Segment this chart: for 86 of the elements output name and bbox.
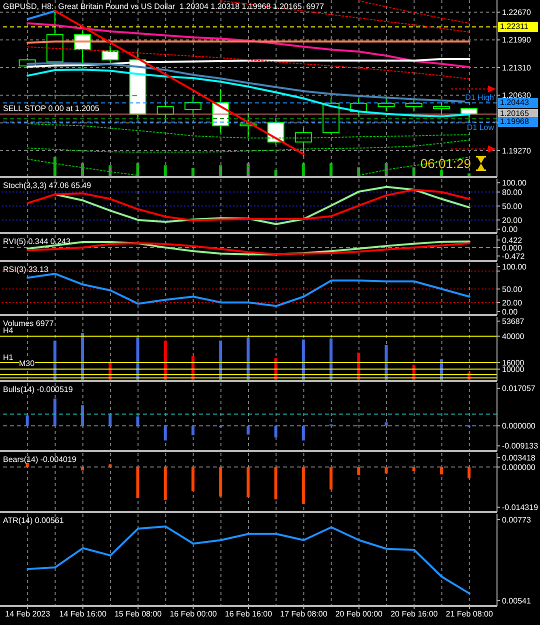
chart-title: GBPUSD, H8: Great Britain Pound vs US Dollar 1.20304 1.20318 1.19968 1.20165 6977 <box>3 2 324 11</box>
chart-title: Bears(14) -0.004019 <box>3 455 76 464</box>
bar <box>136 416 140 426</box>
x-tick-label: 17 Feb 08:00 <box>280 610 328 619</box>
x-tick-label: 15 Feb 08:00 <box>114 610 162 619</box>
ref-line-label: H1 <box>3 352 14 362</box>
y-tick-label: 1.21990 <box>502 36 532 45</box>
line-series <box>26 22 470 68</box>
chart-title: RSI(3) 33.13 <box>3 265 48 274</box>
y-tick-label: 0.000000 <box>502 422 536 431</box>
y-tick-label: 50.00 <box>502 202 523 211</box>
y-tick-label: 20.00 <box>502 298 523 308</box>
ref-line-label: D1 High <box>465 92 494 102</box>
ref-line-label: M30 <box>19 359 35 368</box>
y-tick-label: 0.000000 <box>502 462 536 472</box>
y-tick-label: -0.009133 <box>502 442 539 451</box>
candlestick <box>294 127 312 158</box>
line-series <box>358 0 470 24</box>
y-tick-label: 0.017057 <box>502 384 536 394</box>
x-tick-label: 16 Feb 00:00 <box>170 610 218 619</box>
y-tick-label: 100.00 <box>502 262 528 272</box>
x-tick-label: 21 Feb 08:00 <box>446 610 494 619</box>
bar <box>274 426 278 438</box>
text: 1.20443 <box>498 98 538 108</box>
candlestick <box>184 96 202 115</box>
annotation: 06:01:29 <box>420 156 471 171</box>
y-tick-label: 0.00541 <box>502 596 532 606</box>
y-tick-label: 80.00 <box>502 188 523 197</box>
text: 1.20165 <box>498 109 538 120</box>
y-tick-label: 0.003418 <box>502 453 536 462</box>
y-tick-label: 1.20630 <box>502 91 532 100</box>
line-series <box>26 526 470 594</box>
ref-line-label: D1 Low <box>466 123 494 132</box>
x-tick-label: 16 Feb 16:00 <box>224 610 273 619</box>
chart-title: RVI(5) 0.344 0.243 <box>3 237 70 246</box>
y-tick-label: 0.00 <box>502 225 518 234</box>
bar <box>136 337 140 380</box>
bar <box>53 398 56 426</box>
y-tick-label: 100.00 <box>502 178 528 188</box>
bar <box>164 426 167 440</box>
x-tick-label: 20 Feb 00:00 <box>335 610 384 619</box>
candlestick <box>432 102 450 115</box>
y-tick-label: 0.422 <box>502 236 523 245</box>
y-tick-label: -0.014319 <box>502 503 539 512</box>
ref-line-label: SELL STOP 0.00 at 1.2005 <box>3 104 100 114</box>
chart-title: Stoch(3,3,3) 47.06 65.49 <box>3 181 92 190</box>
chart-title: Bulls(14) -0.000519 <box>3 385 73 394</box>
x-tick-label: 20 Feb 16:00 <box>390 610 438 619</box>
bar <box>384 422 388 426</box>
line-series <box>26 188 470 222</box>
bar <box>26 415 29 426</box>
y-tick-label: 10000 <box>502 364 525 374</box>
y-tick-label: 0.000 <box>502 243 523 252</box>
candlestick <box>102 45 119 62</box>
y-tick-label: 16000 <box>502 358 525 368</box>
line-series <box>26 272 470 308</box>
y-tick-label: 1.21310 <box>502 63 532 72</box>
ref-line-label: H4 <box>3 326 14 336</box>
bar <box>302 340 305 380</box>
bar <box>246 337 250 380</box>
bar <box>81 405 84 426</box>
y-tick-label: 53687 <box>502 317 525 326</box>
text: 1.22311 <box>498 22 538 32</box>
y-tick-label: 50.00 <box>502 284 523 294</box>
bar <box>330 338 333 380</box>
y-tick-label: -0.472 <box>502 252 526 261</box>
bar <box>53 340 56 380</box>
y-tick-label: 0.00 <box>502 307 518 316</box>
y-tick-label: 1.19270 <box>502 146 532 156</box>
bar <box>219 340 222 380</box>
x-tick-label: 14 Feb 2023 <box>5 610 51 619</box>
line-series <box>27 139 470 153</box>
y-tick-label: 20.00 <box>502 216 523 225</box>
x-tick-label: 14 Feb 16:00 <box>59 610 107 619</box>
bar <box>108 414 112 426</box>
y-tick-label: 0.00773 <box>502 515 532 524</box>
y-tick-label: 1.22670 <box>502 8 532 18</box>
bar <box>246 426 250 435</box>
y-tick-label: 40000 <box>502 332 525 342</box>
bar <box>191 426 194 436</box>
bar <box>164 340 167 380</box>
text: 1.19968 <box>498 117 538 128</box>
chart-title: Volumes 6977 <box>3 319 54 328</box>
chart-title: ATR(14) 0.00561 <box>3 516 64 525</box>
bar <box>302 426 305 440</box>
candlestick <box>378 98 395 112</box>
